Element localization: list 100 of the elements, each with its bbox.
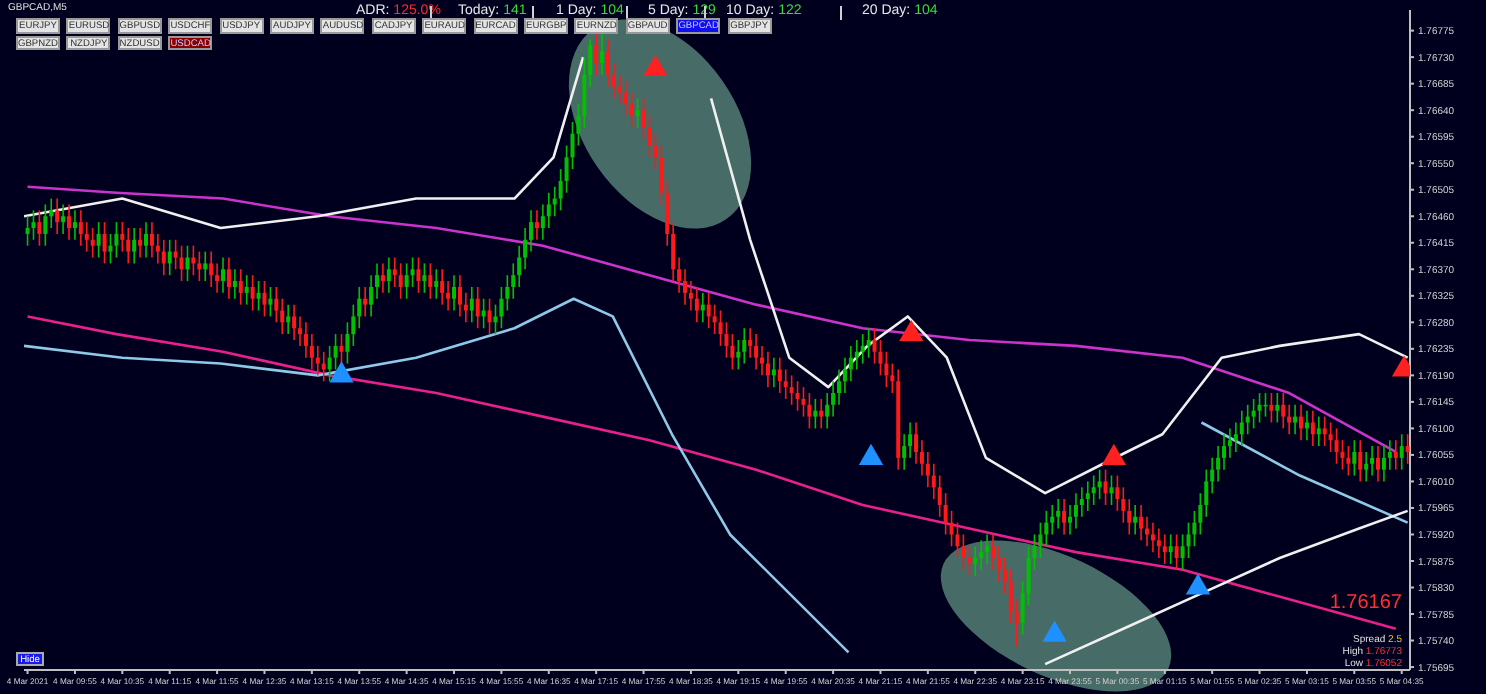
candlestick [416, 256, 421, 294]
candlestick [434, 268, 439, 300]
candlestick [256, 280, 261, 312]
candlestick [1393, 439, 1398, 471]
candlestick [1322, 415, 1327, 447]
candlestick [487, 297, 492, 335]
candlestick [149, 221, 154, 259]
candlestick [345, 321, 350, 365]
candlestick [78, 209, 83, 247]
candlestick [1251, 398, 1256, 430]
candlestick [973, 545, 978, 577]
candlestick [1239, 409, 1244, 447]
candlestick [197, 250, 202, 282]
candlestick [765, 350, 770, 388]
candlestick [469, 286, 474, 324]
candlestick [428, 262, 433, 300]
candlestick [771, 356, 776, 388]
candlestick [1150, 521, 1155, 553]
candlestick [1156, 527, 1161, 559]
candlestick [144, 221, 149, 259]
candlestick [226, 256, 231, 300]
annotation: 1.76167 [1329, 592, 1402, 614]
candlestick [404, 262, 409, 300]
candlestick [440, 268, 445, 306]
candlestick [244, 274, 249, 306]
candlestick [694, 286, 699, 324]
point [858, 443, 884, 465]
candlestick [167, 239, 172, 276]
candlestick [37, 209, 42, 247]
candlestick [1358, 439, 1363, 483]
candlestick [1162, 533, 1167, 565]
candlestick [1056, 498, 1061, 530]
candlestick [777, 356, 782, 394]
candlestick [238, 268, 243, 306]
candlestick [1085, 480, 1090, 512]
candlestick [1257, 392, 1262, 424]
candlestick [866, 327, 871, 359]
candlestick [1316, 415, 1321, 447]
candlestick [43, 203, 48, 247]
candlestick [1381, 445, 1386, 483]
candlestick [1399, 433, 1404, 471]
candlestick [1334, 427, 1339, 465]
candlestick [221, 256, 226, 294]
candlestick [1062, 498, 1067, 536]
point [899, 320, 924, 342]
candlestick [209, 250, 214, 288]
point [1185, 573, 1211, 595]
candlestick [31, 209, 36, 241]
candlestick [807, 392, 812, 430]
candlestick [1376, 445, 1381, 483]
candlestick [67, 203, 72, 241]
candlestick [398, 262, 403, 300]
candlestick [422, 262, 427, 294]
candlestick [635, 97, 640, 129]
candlestick [475, 286, 480, 330]
candlestick [286, 303, 291, 335]
point [1042, 620, 1067, 642]
candlestick [1281, 392, 1286, 430]
candlestick [1174, 533, 1179, 571]
candlestick [108, 233, 113, 265]
candlestick [1269, 392, 1274, 424]
point [1101, 443, 1126, 465]
candlestick [1310, 409, 1315, 447]
candlestick [25, 215, 30, 247]
candlestick [1139, 504, 1144, 542]
candlestick [179, 244, 184, 282]
candlestick [250, 274, 255, 312]
candlestick [185, 244, 190, 282]
candlestick [61, 203, 66, 235]
candlestick [268, 286, 273, 318]
candlestick [1405, 433, 1410, 465]
candlestick [90, 227, 95, 259]
candlestick [813, 398, 818, 430]
candlestick [1091, 474, 1096, 506]
candlestick [1370, 445, 1375, 477]
candlestick [493, 303, 498, 335]
line-series [1043, 509, 1409, 666]
candlestick [706, 292, 711, 330]
candlestick [457, 274, 462, 318]
candlestick [754, 333, 759, 371]
candlestick [452, 274, 457, 312]
candlestick [203, 250, 208, 282]
point [643, 54, 668, 76]
candlestick [339, 333, 344, 365]
candlestick [1168, 533, 1173, 565]
candlestick [333, 333, 338, 371]
candlestick [1103, 468, 1108, 506]
candlestick [126, 227, 131, 265]
candlestick [292, 303, 297, 341]
candlestick [138, 227, 143, 259]
candlestick [380, 262, 385, 294]
candlestick [985, 533, 990, 565]
candlestick [860, 333, 865, 365]
candlestick [801, 386, 806, 418]
candlestick [700, 292, 705, 324]
candlestick [499, 286, 504, 330]
candlestick [795, 380, 800, 412]
candlestick [386, 256, 391, 294]
candlestick [1073, 492, 1078, 530]
candlestick [819, 398, 824, 430]
